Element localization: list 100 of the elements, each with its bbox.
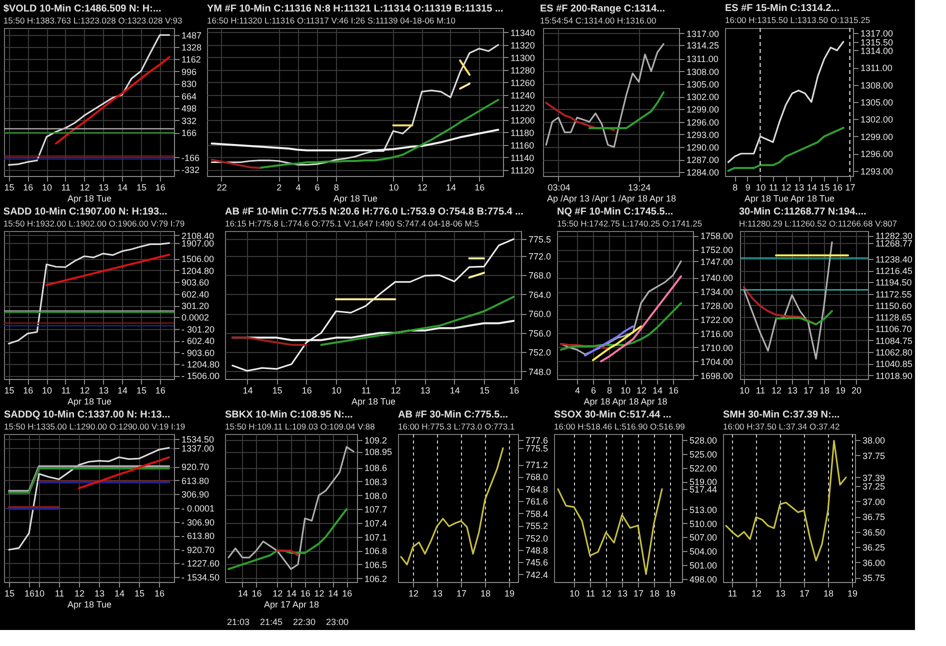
y-tick-label: 107.1 xyxy=(364,532,388,542)
x-tick-label: 4 xyxy=(296,182,301,192)
y-tick-label: 37.39 xyxy=(862,472,886,483)
x-tick-label: 10 xyxy=(331,386,342,396)
x-tick-label: 14 xyxy=(238,588,248,598)
x-tick-label: 13 xyxy=(787,386,798,396)
x-tick-label: 14 xyxy=(446,182,456,192)
x-tick-label: 12 xyxy=(408,588,419,598)
y-tick-label: 775.5 xyxy=(526,444,548,454)
chart-title: ES #F 200-Range C:1314... xyxy=(540,4,666,14)
x-tick-label: 18 xyxy=(823,588,834,598)
chart-subtitle: H:11280.29 L:11260.52 O:11266.68 V:807 xyxy=(738,218,898,228)
chart-subtitle: 15:50 H:1335.00 L:1290.00 O:1290.00 V:19 I:19 xyxy=(4,422,186,432)
x-tick-label: 12 xyxy=(417,182,428,192)
y-tick-label: 772.0 xyxy=(528,251,552,262)
y-tick-label: 504.00 xyxy=(690,546,718,557)
y-tick-label: 1722.00 xyxy=(700,314,734,325)
chart-subtitle: 15:50 H:1742.75 L:1740.25 O:1741.25 xyxy=(557,218,702,228)
y-tick-label: 1317.00 xyxy=(686,28,720,39)
x-tick-label: 11 xyxy=(728,588,738,598)
text: 21:03 xyxy=(227,617,250,627)
text: 21:45 xyxy=(260,617,283,627)
y-tick-label: -332 xyxy=(182,165,200,176)
y-tick-label: 1534.50 xyxy=(182,434,214,445)
y-tick-label: 37.00 xyxy=(862,496,886,507)
chart-title: NQ #F 10-Min C:1745.5... xyxy=(557,206,674,218)
x-tick-label: 15 xyxy=(4,386,14,396)
x-tick-label: 13 xyxy=(775,588,786,598)
y-tick-label: 38.00 xyxy=(862,436,886,446)
chart-title: AB #F 10-Min C:775.5 N:20.6 H:776.0 L:753.9 O:754.8 B:775.4 ... xyxy=(225,206,524,218)
y-tick-label: 106.5 xyxy=(364,560,388,570)
y-tick-label: 106.2 xyxy=(364,574,388,584)
y-tick-label: 745.6 xyxy=(526,558,548,568)
chart-title: $VOLD 10-Min C:1486.509 N: H:... xyxy=(3,4,162,14)
y-tick-label: - 301.20 xyxy=(182,324,215,334)
y-tick-label: 0.0002 xyxy=(182,312,210,323)
chart-subtitle: 16:00 H:775.3 L:773.0 O:773.1 xyxy=(398,422,515,432)
y-tick-label: 1299.00 xyxy=(860,132,894,142)
y-tick-label: - 1534.50 xyxy=(182,572,220,582)
y-tick-label: 1302.00 xyxy=(860,114,894,125)
y-tick-label: 525.00 xyxy=(690,449,718,460)
y-tick-label: 1734.00 xyxy=(700,287,734,298)
x-tick-label: 16 xyxy=(668,386,679,396)
y-tick-label: 1314.00 xyxy=(860,46,894,56)
chart-subtitle: 15:54:54 C:1314.00 H:1316.00 xyxy=(540,16,656,26)
chart-title: AB #F 30-Min C:775.5... xyxy=(398,410,508,420)
x-tick-label: 12 xyxy=(80,182,90,192)
x-tick-label: 8 xyxy=(606,386,612,396)
y-tick-label: 507.00 xyxy=(690,532,718,543)
y-tick-label: 498.00 xyxy=(690,574,718,584)
y-tick-label: 748.8 xyxy=(526,545,548,556)
y-tick-label: 664 xyxy=(182,91,197,102)
x-axis-title: Ap /Apr 13 /Apr 1 /Apr 18 Apr 18 xyxy=(546,194,676,204)
x-tick-label: 10 xyxy=(756,182,766,192)
x-tick-label: 16 xyxy=(23,386,34,396)
x-tick-label: 10 xyxy=(620,386,631,396)
y-tick-label: 756.0 xyxy=(528,328,552,338)
chart-title: SADD 10-Min C:1907.00 N: H:193... xyxy=(3,206,168,218)
y-tick-label: - 613.80 xyxy=(182,531,215,542)
x-tick-label: 15 xyxy=(136,386,146,396)
chart-subtitle: 15:50 H:109.11 L:109.03 O:109.04 V:88 xyxy=(225,422,376,432)
y-tick-label: 764.0 xyxy=(528,290,552,300)
y-tick-label: 332 xyxy=(182,116,197,126)
y-tick-label: 501.00 xyxy=(690,560,718,570)
y-tick-label: - 602.40 xyxy=(182,336,215,346)
y-tick-label: 996 xyxy=(182,66,197,77)
y-tick-label: 1290.00 xyxy=(686,142,720,152)
y-tick-label: 513.00 xyxy=(690,504,718,515)
x-tick-label: 2 xyxy=(276,182,282,192)
y-tick-label: 108.3 xyxy=(364,476,388,487)
y-tick-label: 1308.00 xyxy=(686,66,720,77)
x-tick-label: 15 xyxy=(820,182,830,192)
y-tick-label: 1204.80 xyxy=(182,266,214,276)
x-tick-label: 12 xyxy=(74,588,85,598)
y-tick-label: - 1227.60 xyxy=(182,558,220,569)
y-tick-label: 11240 xyxy=(510,90,535,100)
y-tick-label: - 306.90 xyxy=(182,517,215,528)
y-tick-label: 761.6 xyxy=(526,496,548,507)
y-tick-label: 760.0 xyxy=(528,309,552,320)
y-tick-label: 1337.00 xyxy=(182,443,214,454)
chart-title: ES #F 15-Min C:1314.2... xyxy=(725,2,840,14)
y-tick-label: - 1506.00 xyxy=(182,371,220,382)
y-tick-label: 11340 xyxy=(510,28,535,38)
chart-title: YM #F 10-Min C:11316 N:8 H:11321 L:11314 O:11319 B:11315 ... xyxy=(207,4,504,14)
y-tick-label: 1302.00 xyxy=(686,92,720,102)
y-tick-label: 11280 xyxy=(510,65,535,76)
y-tick-label: 11040.85 xyxy=(876,359,912,370)
y-tick-label: 11150.60 xyxy=(876,300,912,311)
y-tick-label: 1710.00 xyxy=(700,342,734,353)
x-tick-label: 17 xyxy=(799,588,810,598)
x-tick-label: 17 xyxy=(633,588,644,598)
x-tick-label: 13:24 xyxy=(628,182,651,192)
y-tick-label: 1317.00 xyxy=(860,28,894,39)
y-tick-label: 764.8 xyxy=(526,484,548,494)
chart-subtitle: 16:00 H:518.46 L:516.90 O:516.99 xyxy=(554,422,686,432)
x-axis-title: Apr 18 Tue xyxy=(67,600,112,610)
x-tick-label: 14 xyxy=(806,182,817,192)
x-tick-label: 13 xyxy=(432,588,443,598)
y-tick-label: 1311.00 xyxy=(686,54,718,64)
y-tick-label: 107.7 xyxy=(364,504,388,515)
